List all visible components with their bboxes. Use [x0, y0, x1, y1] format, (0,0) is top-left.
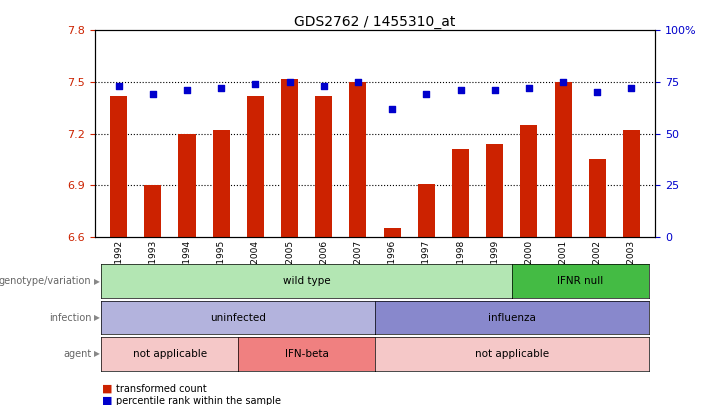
Point	[626, 85, 637, 92]
Point	[215, 85, 226, 92]
Bar	[110, 96, 127, 237]
Bar	[247, 96, 264, 237]
Bar	[452, 149, 469, 237]
Bar	[623, 130, 640, 237]
Text: wild type: wild type	[283, 276, 330, 286]
Bar	[281, 79, 298, 237]
Point	[386, 106, 397, 112]
Point	[592, 89, 603, 96]
Text: IFNR null: IFNR null	[557, 276, 604, 286]
Bar	[486, 144, 503, 237]
Point	[557, 79, 569, 85]
Text: agent: agent	[63, 349, 91, 359]
Point	[524, 85, 535, 92]
Point	[455, 87, 466, 94]
Point	[147, 91, 158, 98]
Point	[113, 83, 124, 90]
Text: ▶: ▶	[94, 277, 100, 286]
Text: ▶: ▶	[94, 313, 100, 322]
Bar	[589, 160, 606, 237]
Title: GDS2762 / 1455310_at: GDS2762 / 1455310_at	[294, 15, 456, 29]
Bar	[383, 228, 401, 237]
Bar	[212, 130, 230, 237]
Point	[421, 91, 432, 98]
Text: influenza: influenza	[488, 313, 536, 322]
Bar	[554, 82, 571, 237]
Bar	[418, 183, 435, 237]
Text: not applicable: not applicable	[475, 349, 549, 359]
Bar	[520, 125, 538, 237]
Point	[353, 79, 364, 85]
Point	[489, 87, 501, 94]
Bar	[179, 134, 196, 237]
Bar	[349, 82, 367, 237]
Point	[182, 87, 193, 94]
Text: genotype/variation: genotype/variation	[0, 276, 91, 286]
Bar	[315, 96, 332, 237]
Point	[318, 83, 329, 90]
Text: ■: ■	[102, 384, 112, 394]
Bar	[144, 185, 161, 237]
Point	[284, 79, 295, 85]
Text: transformed count: transformed count	[116, 384, 206, 394]
Text: not applicable: not applicable	[132, 349, 207, 359]
Text: ▶: ▶	[94, 350, 100, 358]
Text: ■: ■	[102, 396, 112, 405]
Text: IFN-beta: IFN-beta	[285, 349, 329, 359]
Text: uninfected: uninfected	[210, 313, 266, 322]
Text: infection: infection	[48, 313, 91, 322]
Text: percentile rank within the sample: percentile rank within the sample	[116, 396, 280, 405]
Point	[250, 81, 261, 87]
